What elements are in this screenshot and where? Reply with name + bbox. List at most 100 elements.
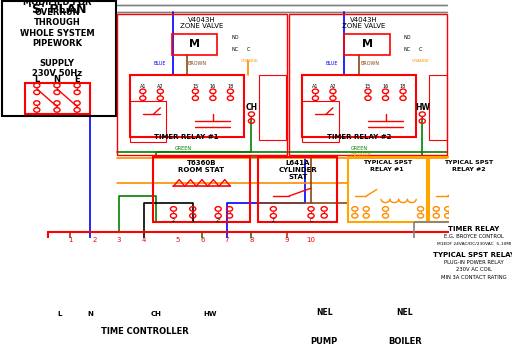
Text: A1: A1	[140, 84, 146, 90]
Bar	[130, 75, 244, 137]
Text: RELAY #2: RELAY #2	[452, 167, 485, 173]
Text: ZONE VALVE: ZONE VALVE	[342, 23, 386, 29]
Text: 4: 4	[141, 237, 146, 243]
Text: 18: 18	[227, 84, 233, 90]
Text: C: C	[246, 47, 250, 52]
Text: 1': 1'	[271, 218, 275, 223]
Text: RELAY #1: RELAY #1	[371, 167, 404, 173]
Text: NEL: NEL	[396, 308, 413, 317]
Text: NC: NC	[404, 47, 411, 52]
Bar	[348, 157, 426, 222]
Text: TIMER RELAY #1: TIMER RELAY #1	[155, 134, 219, 140]
Text: N: N	[88, 310, 93, 317]
Text: A2: A2	[330, 84, 336, 90]
Text: BROWN: BROWN	[360, 61, 379, 66]
Text: NO: NO	[231, 35, 239, 40]
Text: 2: 2	[93, 237, 97, 243]
Text: L: L	[57, 310, 62, 317]
Bar	[130, 101, 166, 142]
Text: ORANGE: ORANGE	[241, 59, 259, 63]
Text: MODIFIED FOR
OVERRUN
THROUGH
WHOLE SYSTEM
PIPEWORK: MODIFIED FOR OVERRUN THROUGH WHOLE SYSTE…	[19, 0, 94, 48]
Bar	[260, 75, 286, 141]
Text: TYPICAL SPST: TYPICAL SPST	[444, 160, 493, 165]
Text: 8: 8	[249, 237, 254, 243]
Text: 'S' PLAN: 'S' PLAN	[28, 3, 86, 16]
Text: N: N	[53, 75, 60, 84]
Bar	[153, 157, 250, 222]
Bar	[25, 83, 90, 114]
Text: E: E	[74, 75, 80, 84]
Bar	[117, 14, 287, 155]
Text: 10: 10	[307, 237, 315, 243]
Text: SUPPLY
230V 50Hz: SUPPLY 230V 50Hz	[32, 59, 82, 78]
Text: 1: 1	[191, 218, 195, 223]
Bar	[259, 157, 337, 222]
Text: GREEN: GREEN	[175, 146, 193, 151]
Bar	[302, 101, 339, 142]
Bar	[172, 34, 217, 55]
Text: BLUE: BLUE	[326, 61, 338, 66]
Bar	[31, 284, 259, 336]
Text: HW: HW	[204, 310, 217, 317]
Text: CH: CH	[151, 310, 161, 317]
Bar	[430, 157, 508, 222]
Text: TYPICAL SPST RELAY: TYPICAL SPST RELAY	[433, 252, 512, 258]
Text: ORANGE: ORANGE	[350, 153, 371, 158]
Text: ROOM STAT: ROOM STAT	[179, 167, 225, 173]
Text: NEL: NEL	[316, 308, 332, 317]
Text: 15: 15	[192, 84, 199, 90]
Text: T6360B: T6360B	[187, 160, 216, 166]
Text: 2: 2	[172, 218, 175, 223]
Bar	[48, 232, 456, 266]
Text: PUMP: PUMP	[311, 337, 338, 345]
Bar	[430, 75, 447, 141]
Text: A1: A1	[312, 84, 318, 90]
Text: BLUE: BLUE	[153, 61, 166, 66]
Text: E.G. BROYCE CONTROL: E.G. BROYCE CONTROL	[444, 234, 504, 239]
Text: A2: A2	[157, 84, 164, 90]
Text: TIMER RELAY #2: TIMER RELAY #2	[327, 134, 391, 140]
Bar	[414, 222, 512, 294]
Text: C: C	[419, 47, 422, 52]
Text: 1: 1	[68, 237, 72, 243]
Text: M1EDF 24VAC/DC/230VAC  5-10MI: M1EDF 24VAC/DC/230VAC 5-10MI	[437, 242, 511, 246]
Text: BROWN: BROWN	[187, 61, 207, 66]
Text: ZONE VALVE: ZONE VALVE	[180, 23, 223, 29]
Bar	[302, 75, 416, 137]
Text: M: M	[189, 39, 200, 50]
Text: L: L	[34, 75, 39, 84]
Text: 5: 5	[176, 237, 180, 243]
Bar	[345, 34, 390, 55]
Text: L641A: L641A	[286, 160, 310, 166]
Text: V4043H: V4043H	[187, 17, 216, 23]
Text: 16: 16	[210, 84, 216, 90]
Text: 230V AC COIL: 230V AC COIL	[456, 267, 492, 272]
Text: V4043H: V4043H	[350, 17, 377, 23]
Text: 7: 7	[225, 237, 229, 243]
Text: 3: 3	[117, 237, 121, 243]
Text: NO: NO	[403, 35, 411, 40]
Text: MIN 3A CONTACT RATING: MIN 3A CONTACT RATING	[441, 274, 507, 280]
Text: TYPICAL SPST: TYPICAL SPST	[362, 160, 412, 165]
Text: PLUG-IN POWER RELAY: PLUG-IN POWER RELAY	[444, 260, 504, 265]
Text: BOILER: BOILER	[388, 337, 422, 345]
Text: 9: 9	[284, 237, 289, 243]
Text: GREEN: GREEN	[350, 146, 368, 151]
Text: STAT: STAT	[288, 174, 308, 180]
Text: 6: 6	[200, 237, 205, 243]
Text: HW: HW	[415, 103, 430, 112]
Text: TIME CONTROLLER: TIME CONTROLLER	[101, 328, 188, 336]
Text: NC: NC	[231, 47, 239, 52]
Bar	[2, 1, 116, 116]
Text: CH: CH	[245, 103, 258, 112]
Text: 15: 15	[365, 84, 371, 90]
Text: 16: 16	[382, 84, 389, 90]
Text: 18: 18	[400, 84, 406, 90]
Text: 2*: 2*	[216, 218, 221, 223]
Text: TIMER RELAY: TIMER RELAY	[449, 226, 500, 232]
Text: ORANGE: ORANGE	[412, 59, 430, 63]
Bar	[289, 14, 447, 155]
Text: C: C	[309, 218, 313, 223]
Text: M: M	[361, 39, 373, 50]
Text: CYLINDER: CYLINDER	[279, 167, 317, 173]
